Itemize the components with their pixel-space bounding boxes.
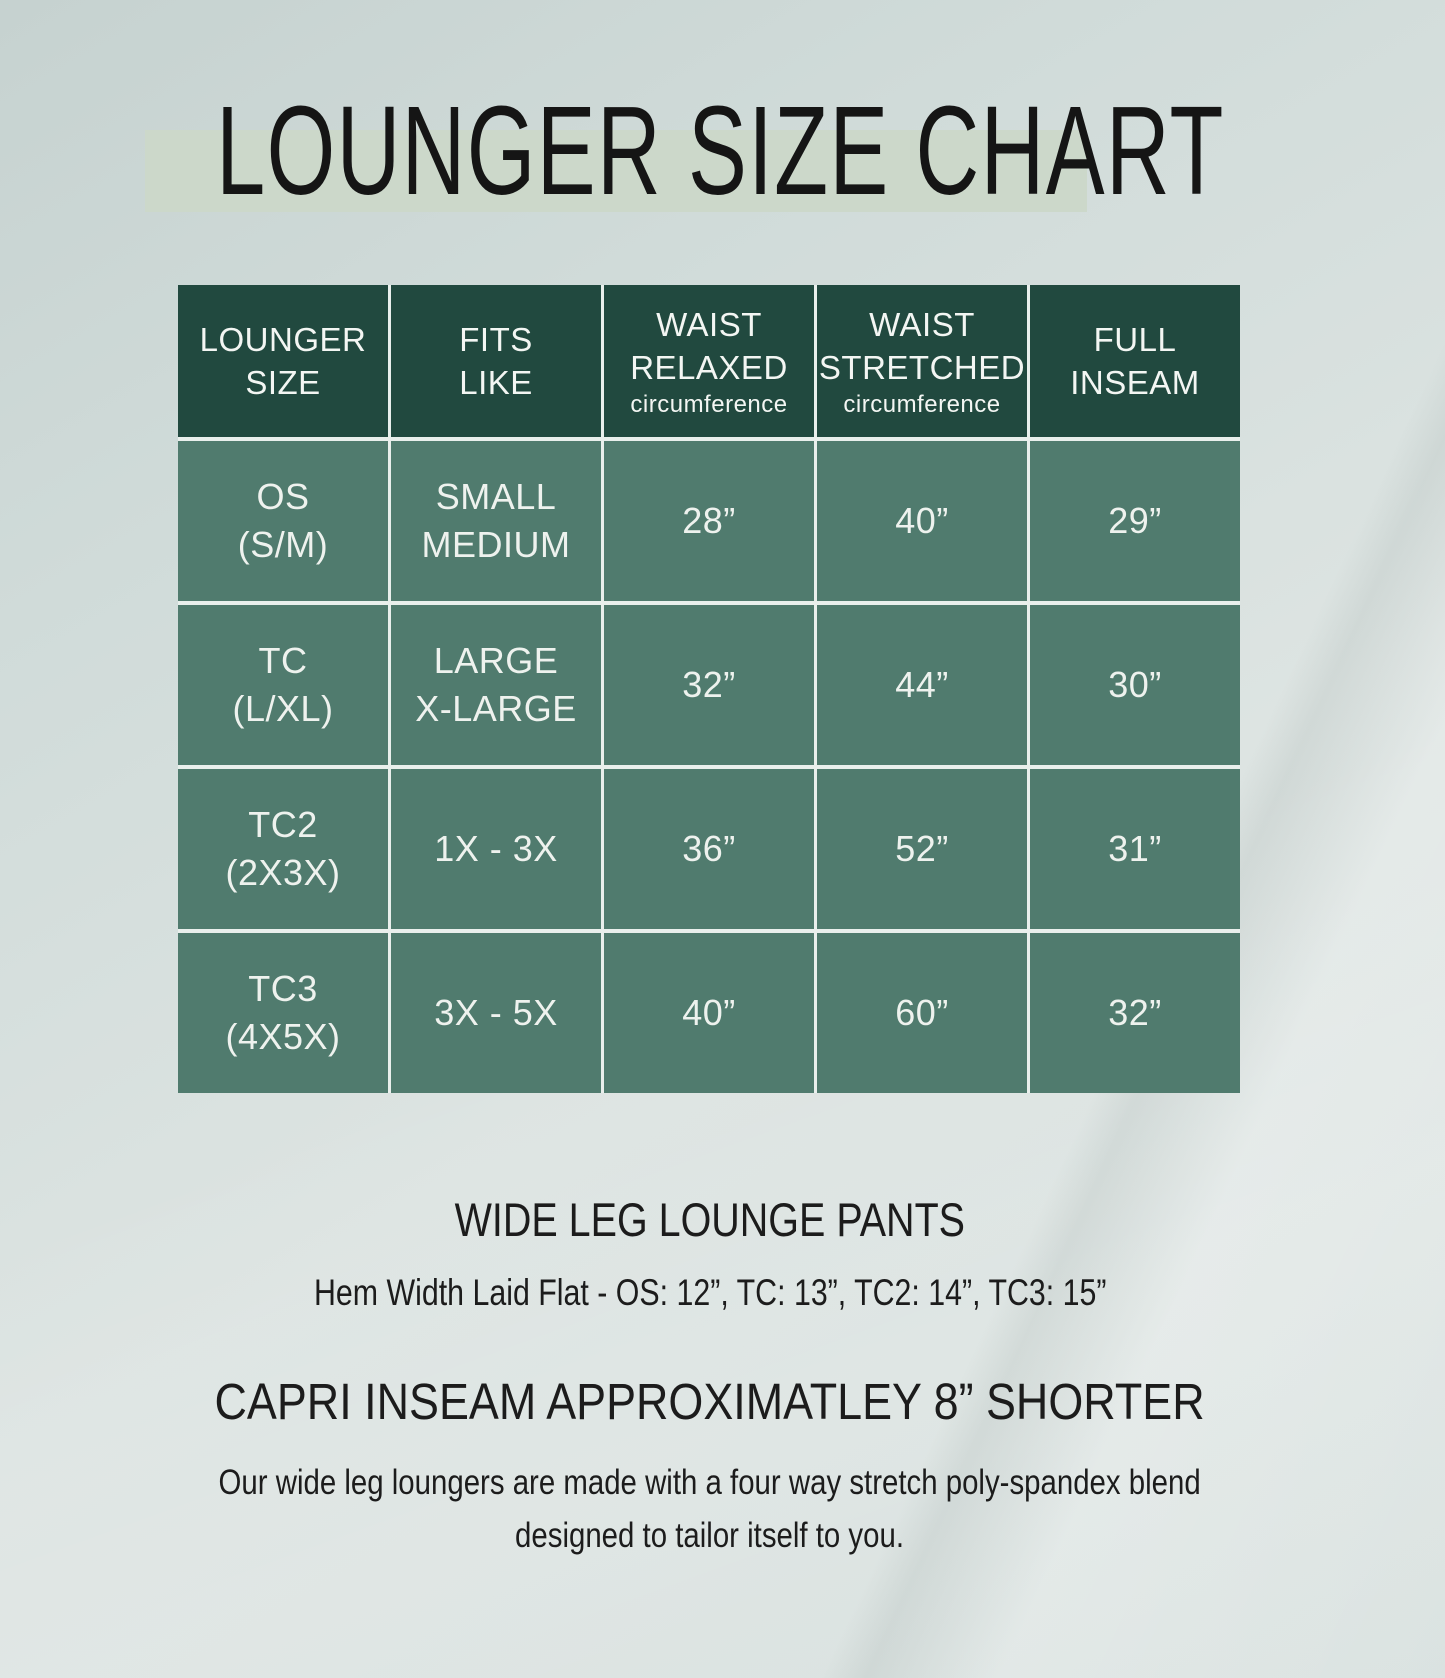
- cell-line: 40”: [682, 992, 736, 1033]
- cell-line: 3X - 5X: [434, 992, 558, 1033]
- cell-r1-full-inseam: 29”: [1030, 441, 1240, 601]
- header-line: FULL: [1093, 321, 1177, 358]
- cell-line: 32”: [1108, 992, 1162, 1033]
- header-line: LIKE: [459, 364, 533, 401]
- cell-line: 60”: [895, 992, 949, 1033]
- title-highlight-band: [145, 130, 1087, 212]
- cell-line: 32”: [682, 664, 736, 705]
- cell-r1-fits-like: SMALL MEDIUM: [391, 441, 601, 601]
- subtitle-text: WIDE LEG LOUNGE PANTS: [454, 1193, 966, 1246]
- cell-r1-waist-stretched: 40”: [817, 441, 1027, 601]
- page-title-text: LOUNGER SIZE CHART: [216, 80, 1225, 221]
- cell-line: SMALL: [435, 476, 557, 517]
- cell-line: (S/M): [237, 524, 329, 565]
- cell-r4-fits-like: 3X - 5X: [391, 933, 601, 1093]
- cell-line: OS: [256, 476, 310, 517]
- header-line: LOUNGER: [199, 321, 367, 358]
- subtitle-wide-leg-lounge-pants: WIDE LEG LOUNGE PANTS: [0, 1192, 1420, 1247]
- hem-width-note-text: Hem Width Laid Flat - OS: 12”, TC: 13”, …: [313, 1272, 1107, 1313]
- fabric-description-line: Our wide leg loungers are made with a fo…: [218, 1463, 1202, 1502]
- cell-line: 52”: [895, 828, 949, 869]
- cell-line: 29”: [1108, 500, 1162, 541]
- fabric-description: Our wide leg loungers are made with a fo…: [0, 1456, 1420, 1562]
- cell-line: X-LARGE: [415, 688, 577, 729]
- cell-r2-fits-like: LARGE X-LARGE: [391, 605, 601, 765]
- cell-line: TC: [258, 640, 308, 681]
- cell-r3-full-inseam: 31”: [1030, 769, 1240, 929]
- header-line: RELAXED: [630, 349, 788, 386]
- cell-line: 31”: [1108, 828, 1162, 869]
- cell-r1-waist-relaxed: 28”: [604, 441, 814, 601]
- cell-line: 40”: [895, 500, 949, 541]
- cell-r2-lounger-size: TC (L/XL): [178, 605, 388, 765]
- header-line: INSEAM: [1070, 364, 1200, 401]
- cell-r2-full-inseam: 30”: [1030, 605, 1240, 765]
- cell-r3-waist-stretched: 52”: [817, 769, 1027, 929]
- column-header-fits-like: FITS LIKE: [391, 285, 601, 437]
- header-line: SIZE: [245, 364, 321, 401]
- cell-line: 36”: [682, 828, 736, 869]
- cell-r2-waist-relaxed: 32”: [604, 605, 814, 765]
- cell-line: (4X5X): [225, 1016, 341, 1057]
- cell-r4-lounger-size: TC3 (4X5X): [178, 933, 388, 1093]
- page-header: LOUNGER SIZE CHART: [0, 78, 1334, 223]
- column-header-waist-stretched: WAIST STRETCHED circumference: [817, 285, 1027, 437]
- cell-r2-waist-stretched: 44”: [817, 605, 1027, 765]
- header-line: WAIST: [869, 306, 975, 343]
- size-chart-table: LOUNGER SIZE FITS LIKE WAIST RELAXED cir…: [178, 285, 1240, 1093]
- cell-r4-full-inseam: 32”: [1030, 933, 1240, 1093]
- cell-line: LARGE: [433, 640, 559, 681]
- column-header-waist-relaxed: WAIST RELAXED circumference: [604, 285, 814, 437]
- cell-line: 30”: [1108, 664, 1162, 705]
- header-line: STRETCHED: [818, 349, 1026, 386]
- fabric-description-line: designed to tailor itself to you.: [515, 1516, 905, 1555]
- cell-line: (L/XL): [232, 688, 334, 729]
- header-line: WAIST: [656, 306, 762, 343]
- cell-line: 1X - 3X: [434, 828, 558, 869]
- capri-inseam-note: CAPRI INSEAM APPROXIMATLEY 8” SHORTER: [0, 1372, 1420, 1431]
- cell-line: 44”: [895, 664, 949, 705]
- cell-line: MEDIUM: [421, 524, 571, 565]
- page-title: LOUNGER SIZE CHART: [0, 78, 1334, 223]
- capri-inseam-note-text: CAPRI INSEAM APPROXIMATLEY 8” SHORTER: [214, 1373, 1206, 1430]
- header-subline: circumference: [630, 391, 788, 418]
- cell-r4-waist-relaxed: 40”: [604, 933, 814, 1093]
- header-line: FITS: [459, 321, 533, 358]
- cell-r4-waist-stretched: 60”: [817, 933, 1027, 1093]
- column-header-full-inseam: FULL INSEAM: [1030, 285, 1240, 437]
- cell-r3-waist-relaxed: 36”: [604, 769, 814, 929]
- cell-line: 28”: [682, 500, 736, 541]
- hem-width-note: Hem Width Laid Flat - OS: 12”, TC: 13”, …: [0, 1272, 1420, 1314]
- column-header-lounger-size: LOUNGER SIZE: [178, 285, 388, 437]
- cell-r1-lounger-size: OS (S/M): [178, 441, 388, 601]
- header-subline: circumference: [843, 391, 1001, 418]
- cell-r3-lounger-size: TC2 (2X3X): [178, 769, 388, 929]
- cell-line: TC2: [248, 804, 318, 845]
- cell-line: TC3: [248, 968, 318, 1009]
- cell-r3-fits-like: 1X - 3X: [391, 769, 601, 929]
- cell-line: (2X3X): [225, 852, 341, 893]
